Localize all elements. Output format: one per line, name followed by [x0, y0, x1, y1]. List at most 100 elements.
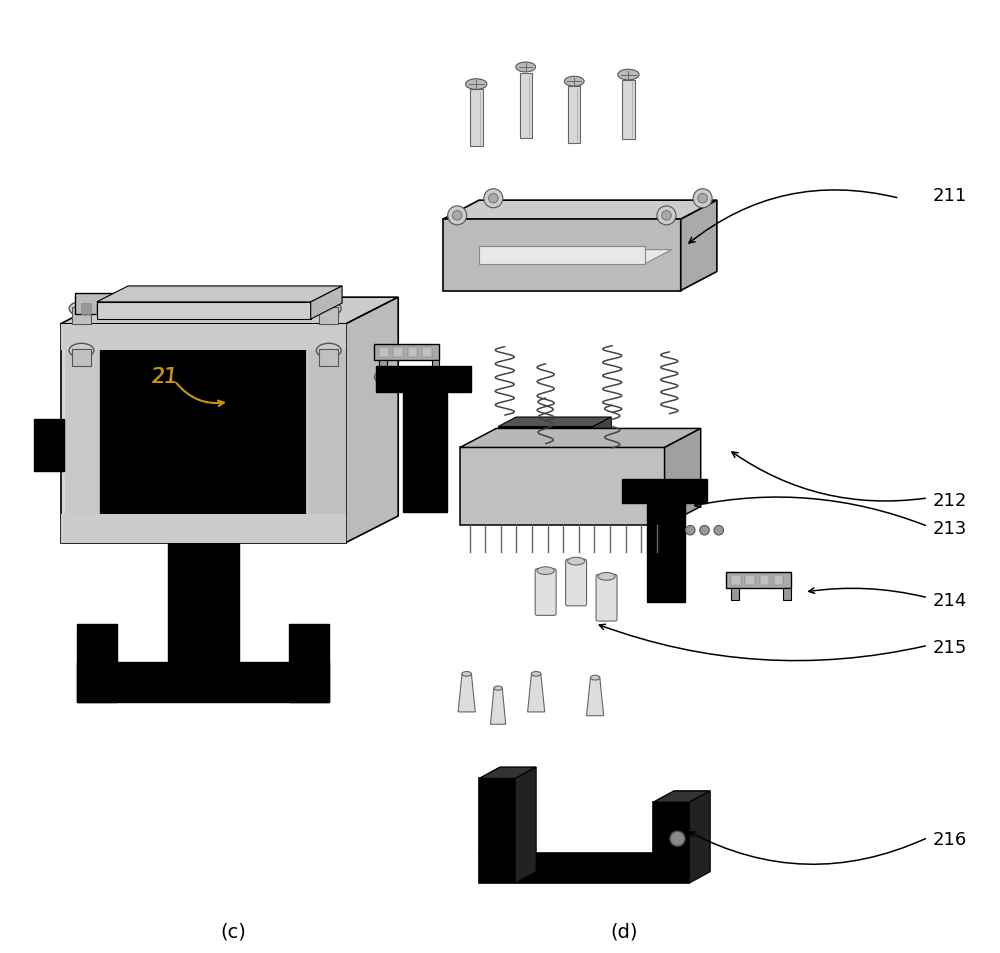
FancyBboxPatch shape — [61, 324, 346, 351]
Polygon shape — [653, 791, 710, 802]
FancyBboxPatch shape — [72, 349, 91, 366]
Circle shape — [714, 526, 724, 536]
Text: 213: 213 — [933, 519, 967, 537]
Circle shape — [662, 212, 671, 221]
Circle shape — [390, 373, 399, 382]
FancyBboxPatch shape — [81, 304, 91, 314]
Text: (d): (d) — [610, 922, 637, 941]
FancyBboxPatch shape — [34, 419, 64, 472]
FancyBboxPatch shape — [376, 366, 471, 393]
FancyBboxPatch shape — [479, 247, 645, 265]
Text: (c): (c) — [221, 922, 247, 941]
FancyBboxPatch shape — [124, 304, 134, 314]
Ellipse shape — [316, 344, 341, 358]
Ellipse shape — [590, 676, 600, 680]
FancyBboxPatch shape — [374, 344, 439, 360]
FancyBboxPatch shape — [75, 294, 156, 314]
FancyBboxPatch shape — [110, 304, 120, 314]
Polygon shape — [443, 201, 717, 220]
Ellipse shape — [537, 567, 554, 575]
FancyBboxPatch shape — [61, 515, 346, 543]
Circle shape — [452, 212, 462, 221]
FancyBboxPatch shape — [520, 73, 532, 139]
FancyBboxPatch shape — [535, 569, 556, 616]
Polygon shape — [515, 767, 536, 883]
Text: 211: 211 — [933, 187, 967, 205]
Polygon shape — [689, 791, 710, 883]
Polygon shape — [498, 417, 611, 427]
Text: 21: 21 — [152, 367, 178, 387]
Circle shape — [484, 190, 503, 209]
FancyBboxPatch shape — [647, 488, 685, 602]
Polygon shape — [528, 674, 545, 712]
Circle shape — [698, 194, 707, 204]
Ellipse shape — [316, 302, 341, 316]
Polygon shape — [458, 674, 475, 712]
FancyBboxPatch shape — [460, 448, 665, 526]
Circle shape — [374, 373, 384, 382]
Polygon shape — [479, 767, 536, 779]
FancyBboxPatch shape — [596, 575, 617, 621]
Circle shape — [405, 373, 414, 382]
FancyBboxPatch shape — [498, 427, 593, 444]
FancyBboxPatch shape — [422, 347, 432, 357]
Polygon shape — [460, 429, 701, 448]
FancyBboxPatch shape — [393, 347, 403, 357]
Polygon shape — [479, 251, 672, 265]
Text: 216: 216 — [933, 830, 967, 848]
Ellipse shape — [598, 573, 615, 580]
FancyBboxPatch shape — [61, 324, 346, 543]
FancyBboxPatch shape — [470, 90, 483, 147]
Polygon shape — [97, 287, 342, 303]
FancyBboxPatch shape — [566, 559, 587, 606]
Polygon shape — [346, 298, 398, 543]
Polygon shape — [311, 287, 342, 319]
FancyBboxPatch shape — [100, 350, 305, 517]
FancyBboxPatch shape — [319, 308, 338, 324]
Text: 215: 215 — [933, 639, 967, 657]
Circle shape — [670, 831, 685, 846]
FancyBboxPatch shape — [168, 540, 239, 697]
Polygon shape — [593, 417, 611, 444]
Circle shape — [448, 207, 467, 226]
Circle shape — [700, 526, 709, 536]
Text: 214: 214 — [933, 591, 967, 609]
FancyBboxPatch shape — [731, 589, 739, 600]
FancyBboxPatch shape — [379, 360, 387, 372]
Ellipse shape — [462, 672, 471, 677]
FancyBboxPatch shape — [774, 576, 783, 586]
Circle shape — [693, 190, 712, 209]
FancyBboxPatch shape — [96, 304, 105, 314]
FancyBboxPatch shape — [432, 360, 439, 372]
FancyBboxPatch shape — [289, 625, 329, 702]
FancyBboxPatch shape — [726, 573, 791, 589]
Ellipse shape — [494, 686, 502, 691]
Polygon shape — [61, 298, 398, 324]
FancyBboxPatch shape — [408, 347, 417, 357]
Ellipse shape — [618, 71, 639, 81]
FancyBboxPatch shape — [403, 379, 447, 513]
FancyBboxPatch shape — [622, 81, 635, 140]
Ellipse shape — [564, 77, 584, 87]
FancyBboxPatch shape — [379, 347, 389, 357]
Ellipse shape — [69, 302, 94, 316]
Ellipse shape — [466, 80, 487, 91]
Polygon shape — [665, 429, 701, 526]
FancyBboxPatch shape — [77, 662, 329, 702]
FancyBboxPatch shape — [568, 87, 580, 144]
FancyBboxPatch shape — [653, 802, 689, 853]
Text: 212: 212 — [933, 491, 967, 509]
FancyBboxPatch shape — [479, 779, 515, 853]
Ellipse shape — [568, 558, 585, 565]
FancyBboxPatch shape — [97, 303, 311, 319]
FancyBboxPatch shape — [745, 576, 755, 586]
FancyBboxPatch shape — [479, 853, 689, 883]
Text: 21: 21 — [152, 367, 178, 387]
Ellipse shape — [516, 63, 536, 72]
Ellipse shape — [531, 672, 541, 677]
FancyBboxPatch shape — [622, 479, 707, 503]
Circle shape — [657, 207, 676, 226]
Polygon shape — [490, 688, 506, 724]
Ellipse shape — [69, 344, 94, 358]
Circle shape — [685, 526, 695, 536]
